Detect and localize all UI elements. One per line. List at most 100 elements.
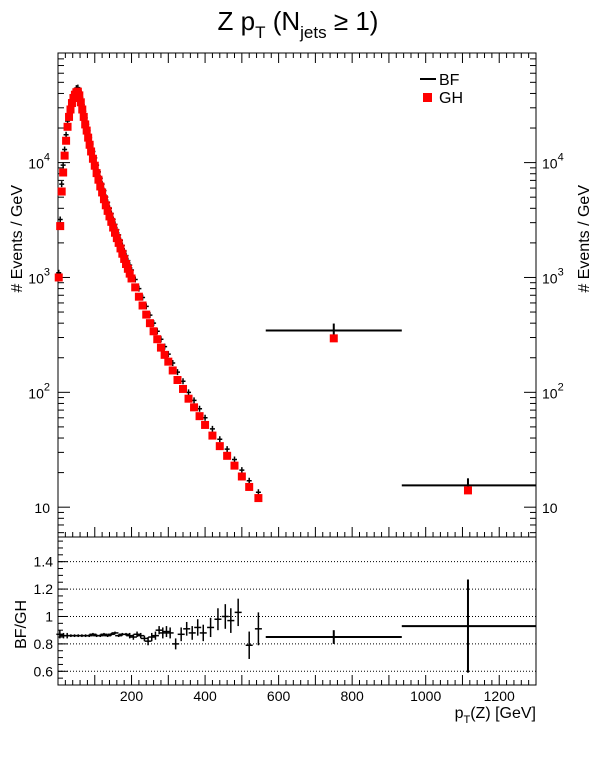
- y-tick-exponent: 3: [558, 266, 564, 278]
- x-tick-label: 400: [193, 688, 217, 704]
- gh-point: [215, 442, 224, 451]
- gh-point: [99, 195, 108, 204]
- legend-label-bf: BF: [439, 72, 460, 89]
- y-tick-base: 10: [542, 500, 558, 516]
- gh-point: [54, 273, 63, 282]
- gh-point: [142, 310, 151, 319]
- x-tick-label: 800: [340, 688, 364, 704]
- series-gh: [54, 87, 472, 503]
- gh-point: [122, 259, 131, 268]
- gh-point: [76, 98, 85, 107]
- y-tick-exponent: 2: [44, 381, 50, 393]
- y-tick-base: 10: [28, 156, 44, 172]
- gh-point: [168, 366, 177, 375]
- y-tick-exponent: 4: [44, 152, 50, 164]
- gh-point: [56, 222, 65, 231]
- gh-point: [134, 292, 143, 301]
- gh-point: [127, 274, 136, 283]
- gh-point: [173, 376, 182, 385]
- x-tick-label: 600: [267, 688, 291, 704]
- gh-point: [67, 99, 76, 108]
- ratio-panel-frame: [57, 536, 537, 686]
- gh-point: [138, 301, 147, 310]
- x-tick-label: 200: [120, 688, 144, 704]
- series-bf: [56, 84, 536, 496]
- x-tick-label: 1200: [484, 688, 515, 704]
- gh-point: [190, 403, 199, 412]
- series-ratio: [56, 579, 536, 673]
- ratio-y-tick-label: 0.8: [34, 636, 54, 652]
- gh-point: [153, 335, 162, 344]
- gh-point: [201, 420, 210, 429]
- gh-point: [208, 431, 217, 440]
- gh-point: [88, 154, 97, 163]
- ratio-gridlines: [58, 561, 536, 672]
- y-tick-label-right: 103: [542, 266, 564, 286]
- gh-point: [62, 136, 71, 145]
- bf-point: [209, 425, 215, 432]
- gh-point: [60, 151, 69, 160]
- gh-point: [131, 283, 140, 292]
- y-tick-label-left: 10: [34, 500, 50, 516]
- y-tick-label-right: 102: [542, 381, 564, 401]
- ratio-y-axis-label: BF/GH: [13, 600, 30, 649]
- gh-point: [164, 357, 173, 366]
- gh-point: [125, 269, 134, 278]
- bf-point: [246, 477, 252, 484]
- x-axis-label-sub: T: [463, 714, 470, 726]
- legend-marker-gh: [423, 93, 432, 102]
- y-tick-base: 10: [542, 156, 558, 172]
- gh-point: [84, 133, 93, 142]
- gh-point: [87, 147, 96, 156]
- gh-point: [94, 175, 103, 184]
- bf-point: [57, 216, 63, 223]
- ratio-y-tick-label: 1.4: [34, 554, 54, 570]
- gh-point: [96, 182, 105, 191]
- legend-label-gh: GH: [439, 90, 463, 107]
- x-axis-label: pT(Z) [GeV]: [455, 705, 536, 726]
- y-tick-exponent: 2: [558, 381, 564, 393]
- ratio-axis-ticks: 0.6 0.8 1 1.2 1.4 200 400 600 800 1000 1200: [34, 540, 530, 704]
- gh-point: [254, 494, 263, 503]
- y-axis-label-left: # Events / GeV: [9, 185, 26, 293]
- title-main: Z p: [218, 6, 256, 36]
- y-tick-label-right: 104: [542, 152, 564, 172]
- bf-point: [217, 436, 223, 443]
- gh-point: [156, 343, 165, 352]
- gh-point: [160, 350, 169, 359]
- gh-point: [78, 105, 87, 114]
- gh-point: [75, 91, 84, 100]
- gh-point: [116, 244, 125, 253]
- gh-point: [329, 334, 338, 343]
- gh-point: [179, 384, 188, 393]
- gh-point: [184, 394, 193, 403]
- gh-point: [245, 482, 254, 491]
- y-tick-base: 10: [34, 500, 50, 516]
- gh-point: [65, 112, 74, 121]
- title-sub1: T: [255, 23, 265, 42]
- gh-point: [101, 201, 110, 210]
- y-tick-exponent: 3: [44, 266, 50, 278]
- gh-point: [112, 234, 121, 243]
- y-tick-exponent: 4: [558, 152, 564, 164]
- y-tick-label-left: 104: [28, 152, 50, 172]
- gh-point: [109, 223, 118, 232]
- x-axis-label-end: (Z) [GeV]: [470, 705, 536, 722]
- gh-point: [79, 112, 88, 121]
- gh-point: [82, 126, 91, 135]
- gh-point: [230, 461, 239, 470]
- gh-point: [63, 122, 72, 131]
- y-tick-label-left: 103: [28, 266, 50, 286]
- gh-point: [57, 187, 66, 196]
- gh-point: [237, 472, 246, 481]
- y-tick-label-left: 102: [28, 381, 50, 401]
- gh-point: [105, 212, 114, 221]
- chart-title: Z pT (Njets ≥ 1): [218, 6, 379, 42]
- gh-point: [103, 206, 112, 215]
- gh-point: [123, 264, 132, 273]
- gh-point: [120, 254, 129, 263]
- legend: BF GH: [420, 72, 463, 107]
